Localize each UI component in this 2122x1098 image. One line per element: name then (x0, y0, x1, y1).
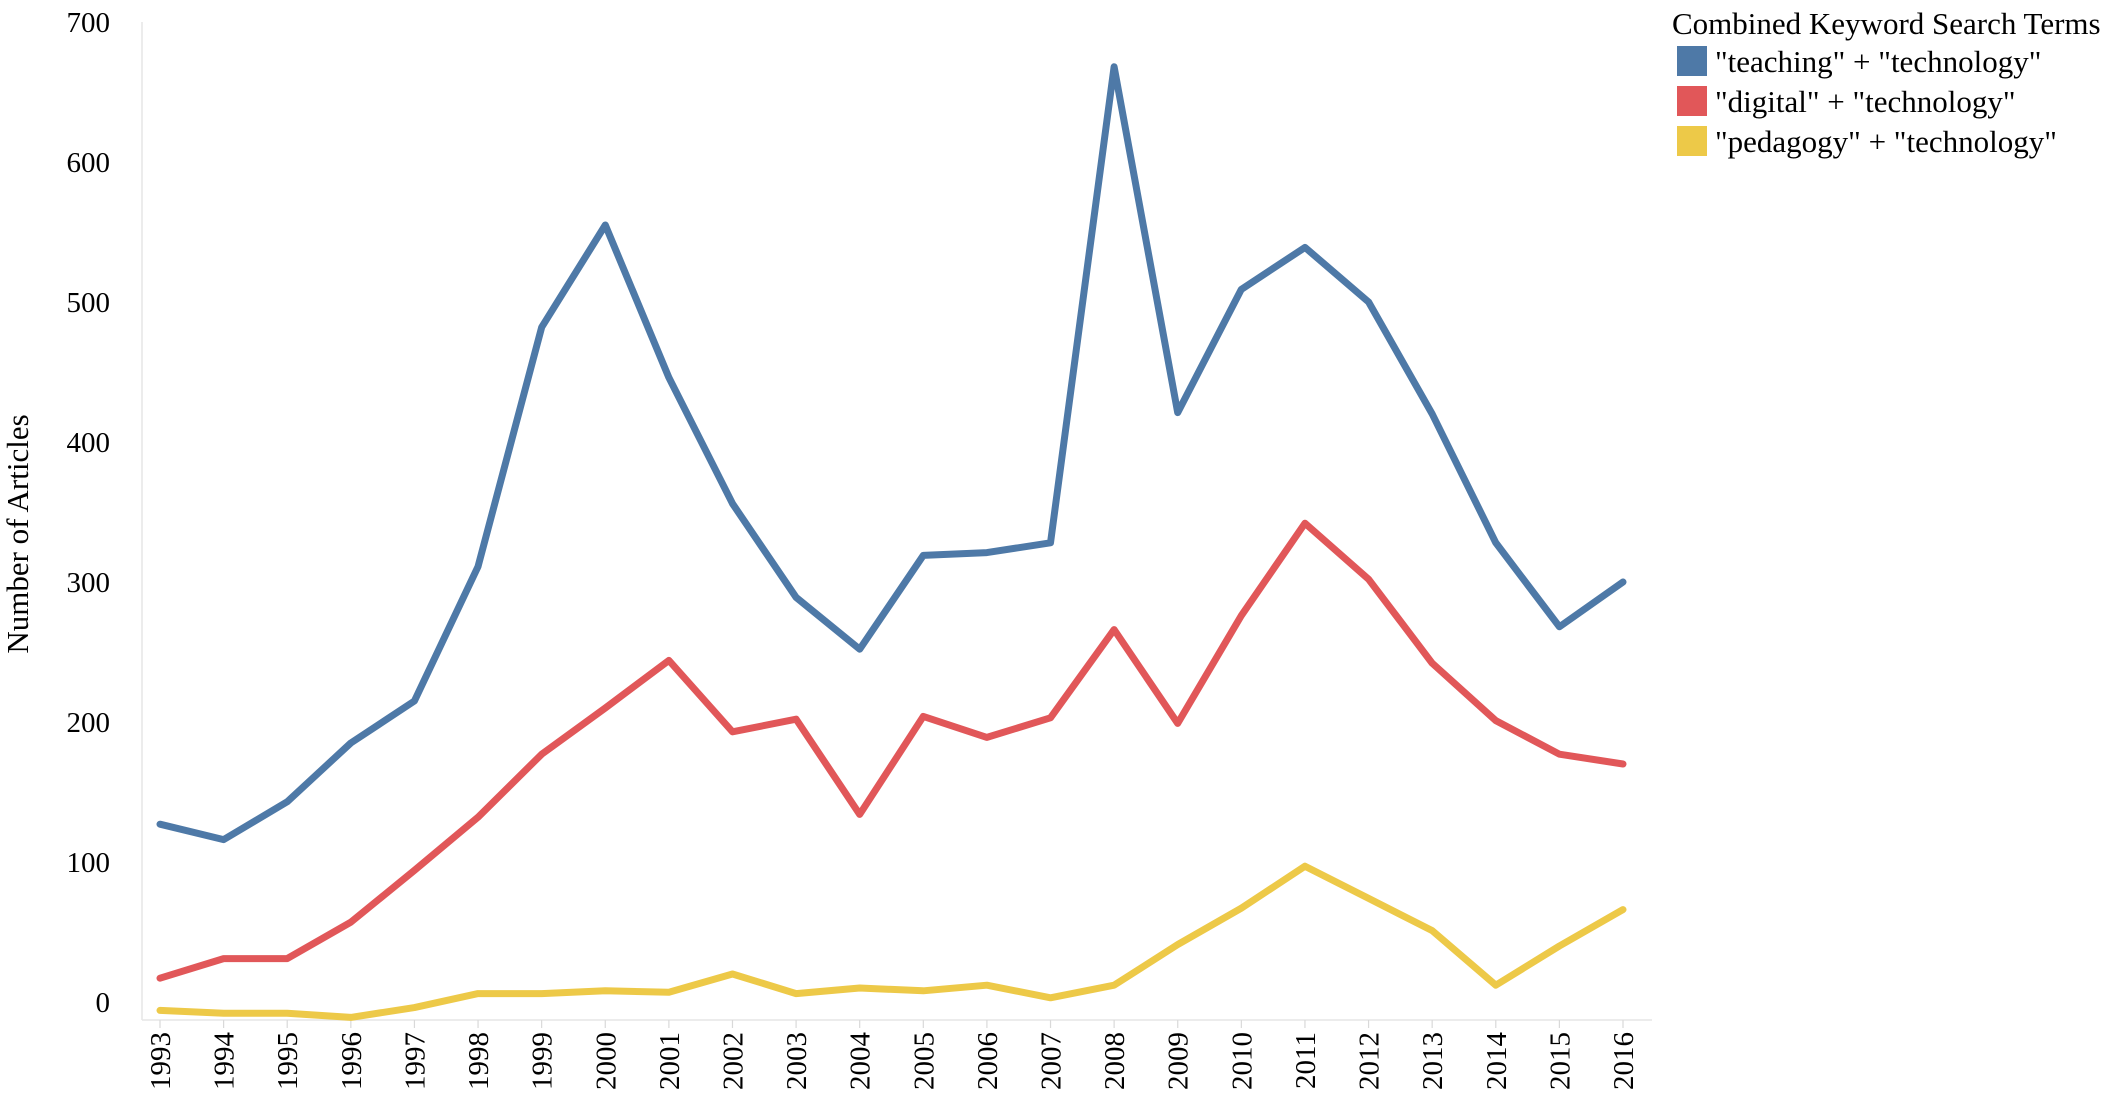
x-tick-label: 2010 (1226, 1032, 1258, 1090)
x-tick-label: 1997 (399, 1032, 431, 1090)
x-tick-label: 2003 (781, 1032, 813, 1090)
legend-swatch (1677, 86, 1707, 116)
y-tick-label: 300 (67, 567, 111, 599)
y-tick-label: 400 (67, 427, 111, 459)
legend-entry-label: "digital" + "technology" (1715, 84, 2016, 119)
y-tick-label: 600 (67, 147, 111, 179)
series-line-2 (156, 519, 1627, 982)
y-axis-title: Number of Articles (0, 414, 35, 653)
x-tick-label: 1998 (463, 1032, 495, 1090)
x-tick-label: 2012 (1354, 1032, 1386, 1090)
x-tick-label: 1994 (209, 1032, 241, 1091)
legend-swatch (1677, 126, 1707, 156)
x-tick-label: 2009 (1163, 1032, 1195, 1090)
x-tick-label: 2000 (590, 1032, 622, 1090)
x-tick-label: 2016 (1608, 1032, 1640, 1090)
x-tick-label: 1993 (145, 1032, 177, 1090)
x-tick-label: 1995 (272, 1032, 304, 1090)
y-tick-label: 0 (96, 987, 111, 1019)
y-tick-label: 100 (67, 847, 111, 879)
x-tick-label: 2013 (1417, 1032, 1449, 1090)
legend-entry-label: "teaching" + "technology" (1715, 44, 2041, 79)
y-tick-label: 500 (67, 287, 111, 319)
legend-title: Combined Keyword Search Terms (1672, 6, 2101, 41)
x-tick-label: 2001 (654, 1032, 686, 1090)
y-tick-label: 200 (67, 707, 111, 739)
legend: Combined Keyword Search Terms "teaching"… (1672, 6, 2101, 159)
legend-entry-label: "pedagogy" + "technology" (1715, 124, 2057, 159)
x-tick-label: 1996 (336, 1032, 368, 1090)
legend-swatch (1677, 46, 1707, 76)
x-tick-label: 2007 (1036, 1032, 1068, 1090)
x-tick-label: 2005 (908, 1032, 940, 1090)
x-tick-label: 2011 (1290, 1032, 1322, 1089)
x-tick-label: 2014 (1481, 1032, 1513, 1091)
series-line-1 (156, 63, 1627, 844)
x-tick-label: 2004 (845, 1032, 877, 1091)
series-lines (156, 63, 1627, 1021)
x-tick-label: 1999 (527, 1032, 559, 1090)
series-line-3 (156, 862, 1627, 1021)
y-axis: 0 100 200 300 400 500 600 700 (67, 7, 143, 1020)
x-tick-label: 2015 (1544, 1032, 1576, 1090)
y-tick-label: 700 (67, 7, 111, 39)
x-tick-label: 2008 (1099, 1032, 1131, 1090)
x-tick-label: 2006 (972, 1032, 1004, 1090)
x-tick-label: 2002 (717, 1032, 749, 1090)
x-axis: 1993 1994 1995 1996 1997 1998 1999 2000 2001 2002… (142, 1019, 1652, 1091)
